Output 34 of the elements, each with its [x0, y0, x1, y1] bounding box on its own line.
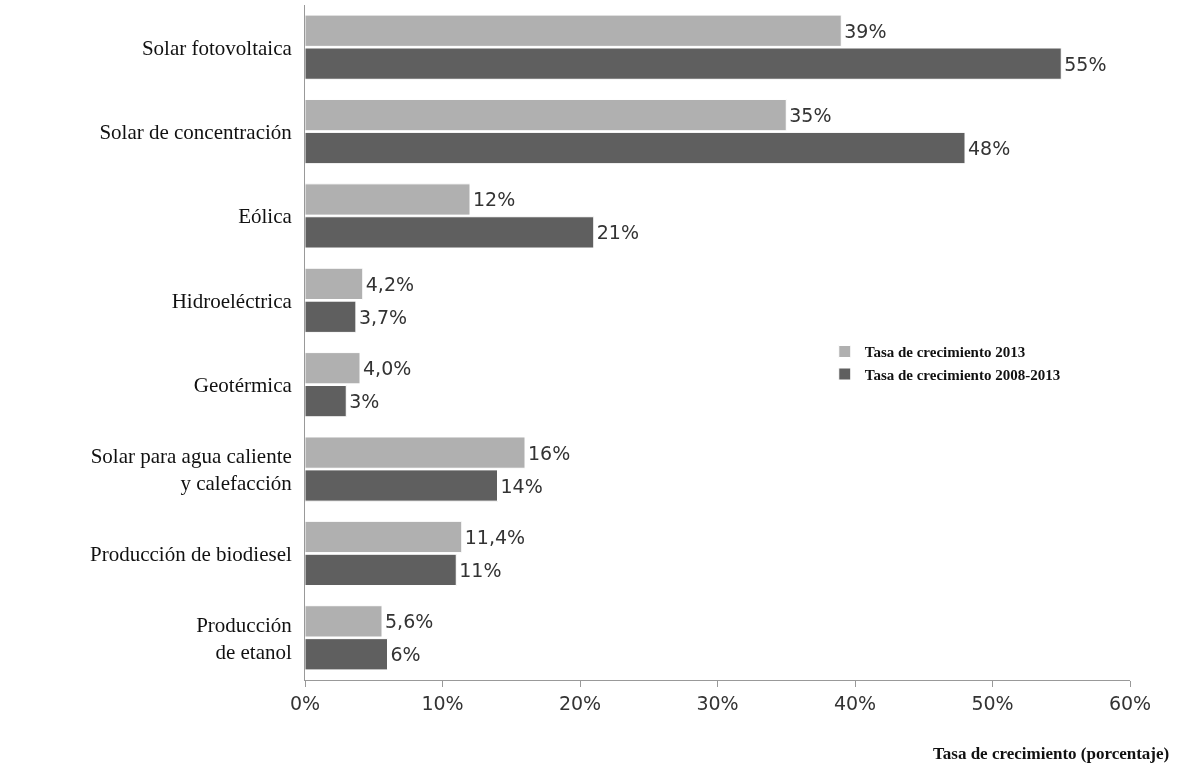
x-tick-label: 30% [696, 691, 739, 714]
data-label: 16% [528, 441, 571, 464]
y-tick-label: Solar fotovoltaica [141, 35, 293, 60]
y-tick-label: Solar de concentración [99, 119, 293, 144]
x-tick-label: 0% [289, 691, 321, 714]
data-label: 4,2% [365, 272, 415, 295]
x-tick-label: 60% [1108, 691, 1152, 714]
data-label: 12% [473, 188, 516, 211]
legend-label: Tasa de crecimiento 2013 [864, 344, 1026, 361]
y-tick-label: Eólica [238, 204, 293, 229]
data-label: 14% [500, 474, 543, 497]
data-label: 4,0% [363, 357, 412, 380]
data-label: 48% [968, 137, 1011, 160]
data-label: 3% [349, 390, 380, 413]
y-tick-label: Solar para agua caliente y calefacción [90, 443, 293, 496]
data-label: 11% [459, 558, 502, 581]
data-label: 3,7% [358, 305, 408, 328]
x-tick-label: 40% [833, 691, 877, 714]
data-label: 5,6% [385, 610, 434, 633]
x-tick-label: 20% [558, 691, 602, 714]
legend-label: Tasa de crecimiento 2008-2013 [864, 366, 1061, 383]
data-label: 35% [789, 104, 832, 127]
y-tick-label: Producción de biodiesel [90, 541, 292, 566]
y-tick-label: Geotérmica [193, 373, 293, 398]
data-label: 39% [844, 19, 887, 42]
y-tick-label: Hidroeléctrica [171, 288, 293, 313]
x-tick-label: 50% [971, 691, 1014, 714]
y-tick-label: Producción de etanol [196, 612, 293, 664]
data-label: 11,4% [464, 525, 526, 548]
data-label: 55% [1064, 52, 1107, 75]
data-label: 21% [596, 221, 639, 244]
x-axis-title: Tasa de crecimiento (porcentaje) [933, 744, 1170, 763]
data-label: 6% [390, 643, 421, 666]
x-tick-label: 10% [421, 691, 464, 714]
